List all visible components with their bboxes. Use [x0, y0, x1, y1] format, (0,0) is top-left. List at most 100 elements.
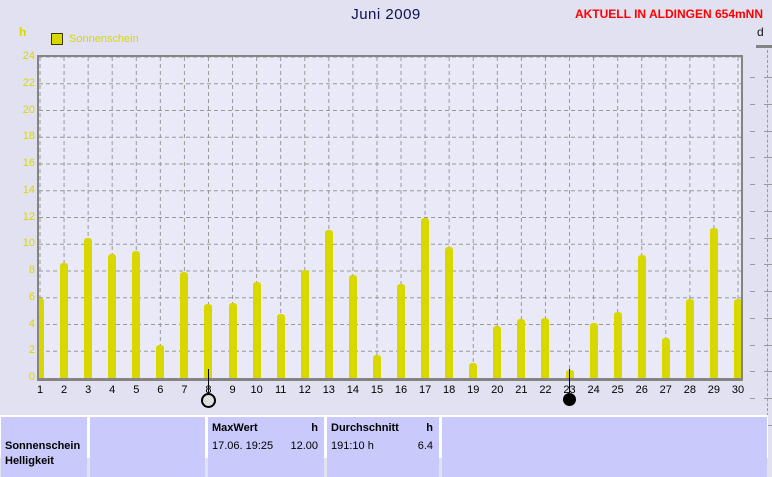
x-tick-label: 24 — [587, 384, 600, 396]
bar-day-28 — [685, 299, 694, 378]
adjacent-chart-grid-dash — [764, 77, 772, 78]
bar-day-3 — [84, 237, 93, 378]
bar-day-14 — [348, 275, 357, 378]
durchschnitt-label: Durchschnitt — [331, 422, 399, 434]
x-tick-label: 21 — [515, 384, 528, 396]
x-tick-label: 10 — [250, 384, 263, 396]
summary-cell-empty-right — [442, 417, 767, 477]
full-moon-icon — [200, 393, 216, 408]
adjacent-chart-grid-dash — [764, 344, 772, 346]
x-tick-label: 26 — [635, 384, 648, 396]
adjacent-chart-grid-dash — [764, 291, 772, 292]
x-tick-label: 14 — [346, 384, 360, 396]
y-tick-label: 2 — [28, 344, 35, 357]
adjacent-chart-grid-dash — [764, 398, 772, 399]
adjacent-chart-grid-dash — [764, 184, 772, 185]
durchschnitt-value: 6.4 — [417, 440, 433, 452]
x-tick-label: 27 — [659, 384, 672, 396]
adjacent-chart-tick-fragment — [750, 184, 755, 185]
adjacent-chart-gridline — [767, 50, 768, 446]
bar-day-7 — [180, 272, 189, 378]
y-axis-unit-label: h — [19, 25, 27, 39]
adjacent-chart-grid-dash — [764, 264, 772, 266]
sensor-name: Sonnenschein — [5, 440, 81, 452]
bar-day-11 — [276, 313, 285, 378]
x-tick-label: 11 — [274, 384, 287, 396]
bar-day-30 — [734, 299, 741, 378]
adjacent-chart-tick-fragment — [750, 264, 755, 266]
summary-cell-durchschnitt: Durchschnitt h 191:10 h 6.4 — [327, 417, 439, 477]
adjacent-chart-tick-fragment — [750, 317, 755, 319]
x-tick-label: 25 — [611, 384, 624, 396]
bar-day-8 — [204, 304, 213, 378]
y-tick-label: 4 — [28, 317, 35, 330]
bar-day-12 — [300, 269, 309, 378]
right-chart-unit-label: d — [757, 25, 764, 39]
summary-table: Sonnenschein Helligkeit MaxWert h 17.06.… — [0, 415, 768, 477]
adjacent-chart-tick-fragment — [750, 210, 755, 212]
y-tick-label: 20 — [22, 103, 35, 116]
bar-day-29 — [709, 228, 718, 378]
maxwert-unit: h — [311, 422, 318, 434]
bar-day-2 — [60, 262, 69, 378]
bar-day-9 — [228, 303, 237, 378]
x-tick-label: 17 — [418, 384, 432, 396]
bar-day-5 — [132, 250, 141, 378]
y-tick-label: 12 — [22, 210, 35, 223]
y-tick-label: 16 — [22, 157, 35, 169]
adjacent-chart-grid-dash — [764, 157, 772, 159]
adjacent-chart-grid-dash — [764, 317, 772, 319]
x-tick-label: 1 — [36, 384, 44, 396]
y-tick-label: 14 — [22, 183, 35, 196]
summary-cell-empty — [90, 417, 205, 477]
y-tick-label: 0 — [28, 371, 35, 383]
grid — [39, 57, 741, 378]
adjacent-chart-tick-fragment — [750, 103, 755, 105]
adjacent-chart-grid-dash — [764, 210, 772, 212]
bar-day-1 — [39, 297, 44, 378]
bar-day-26 — [637, 254, 646, 378]
x-tick-label: 16 — [394, 384, 408, 396]
bar-day-6 — [156, 344, 165, 378]
bar-day-22 — [541, 317, 550, 378]
new-moon-icon — [563, 393, 577, 406]
adjacent-chart-grid-dash — [764, 103, 772, 105]
x-tick-label: 6 — [157, 384, 164, 396]
adjacent-chart-tick-fragment — [750, 157, 755, 159]
maxwert-timestamp: 17.06. 19:25 — [212, 440, 274, 452]
x-tick-label: 5 — [133, 384, 140, 396]
bar-day-24 — [589, 323, 598, 378]
x-tick-label: 19 — [467, 384, 480, 396]
y-tick-label: 18 — [22, 130, 35, 143]
x-tick-label: 3 — [85, 384, 92, 396]
bar-day-15 — [372, 355, 381, 378]
x-tick-label: 13 — [322, 384, 335, 396]
x-tick-label: 18 — [443, 384, 456, 396]
legend-swatch-icon — [51, 33, 63, 45]
x-tick-label: 29 — [707, 384, 721, 396]
adjacent-chart-grid-dash — [764, 237, 772, 239]
bar-day-4 — [108, 253, 117, 378]
maxwert-value: 12.00 — [290, 440, 318, 452]
y-tick-label: 6 — [28, 290, 35, 303]
adjacent-chart-grid-dash — [764, 371, 772, 373]
legend-label: Sonnenschein — [69, 33, 139, 45]
bar-day-18 — [445, 246, 454, 378]
y-tick-label: 24 — [22, 50, 35, 62]
bar-day-17 — [421, 217, 430, 378]
adjacent-chart-tick-fragment — [750, 237, 755, 239]
bar-day-16 — [397, 284, 406, 378]
adjacent-chart-tick-fragment — [750, 130, 755, 132]
moon-marker-tick — [569, 369, 571, 393]
page-title: Juni 2009 — [351, 6, 421, 23]
adjacent-chart-grid-dash — [764, 130, 772, 132]
chart-plot-area — [39, 57, 741, 378]
legend: Sonnenschein — [51, 32, 139, 46]
x-tick-label: 12 — [298, 384, 311, 396]
x-tick-label: 4 — [109, 384, 116, 396]
adjacent-chart-frame-fragment — [756, 45, 772, 48]
adjacent-chart-tick-fragment — [750, 344, 755, 346]
adjacent-chart-tick-fragment — [750, 398, 755, 399]
bar-day-25 — [613, 312, 622, 378]
y-tick-label: 22 — [22, 76, 35, 89]
